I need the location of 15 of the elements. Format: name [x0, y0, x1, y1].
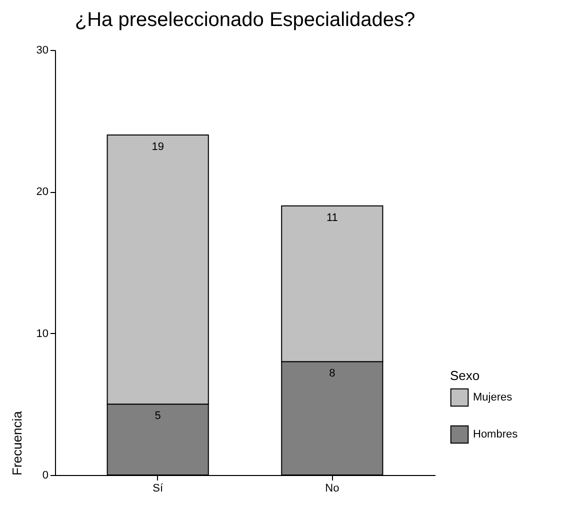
- data-label: 19: [152, 141, 164, 153]
- data-label: 11: [326, 212, 338, 224]
- y-tick-label: 30: [36, 44, 48, 56]
- x-tick-label: Sí: [152, 482, 164, 494]
- y-tick-label: 0: [42, 470, 48, 482]
- y-tick-label: 20: [36, 186, 48, 198]
- legend-label: Hombres: [473, 428, 518, 440]
- data-label: 8: [329, 368, 336, 380]
- y-tick-label: 10: [36, 328, 48, 340]
- x-tick-label: No: [325, 482, 340, 494]
- chart-title: ¿Ha preseleccionado Especialidades?: [74, 9, 416, 31]
- legend-title: Sexo: [450, 368, 480, 383]
- y-axis-title: Frecuencia: [9, 410, 24, 476]
- legend-label: Mujeres: [473, 392, 513, 404]
- data-label: 5: [154, 410, 161, 422]
